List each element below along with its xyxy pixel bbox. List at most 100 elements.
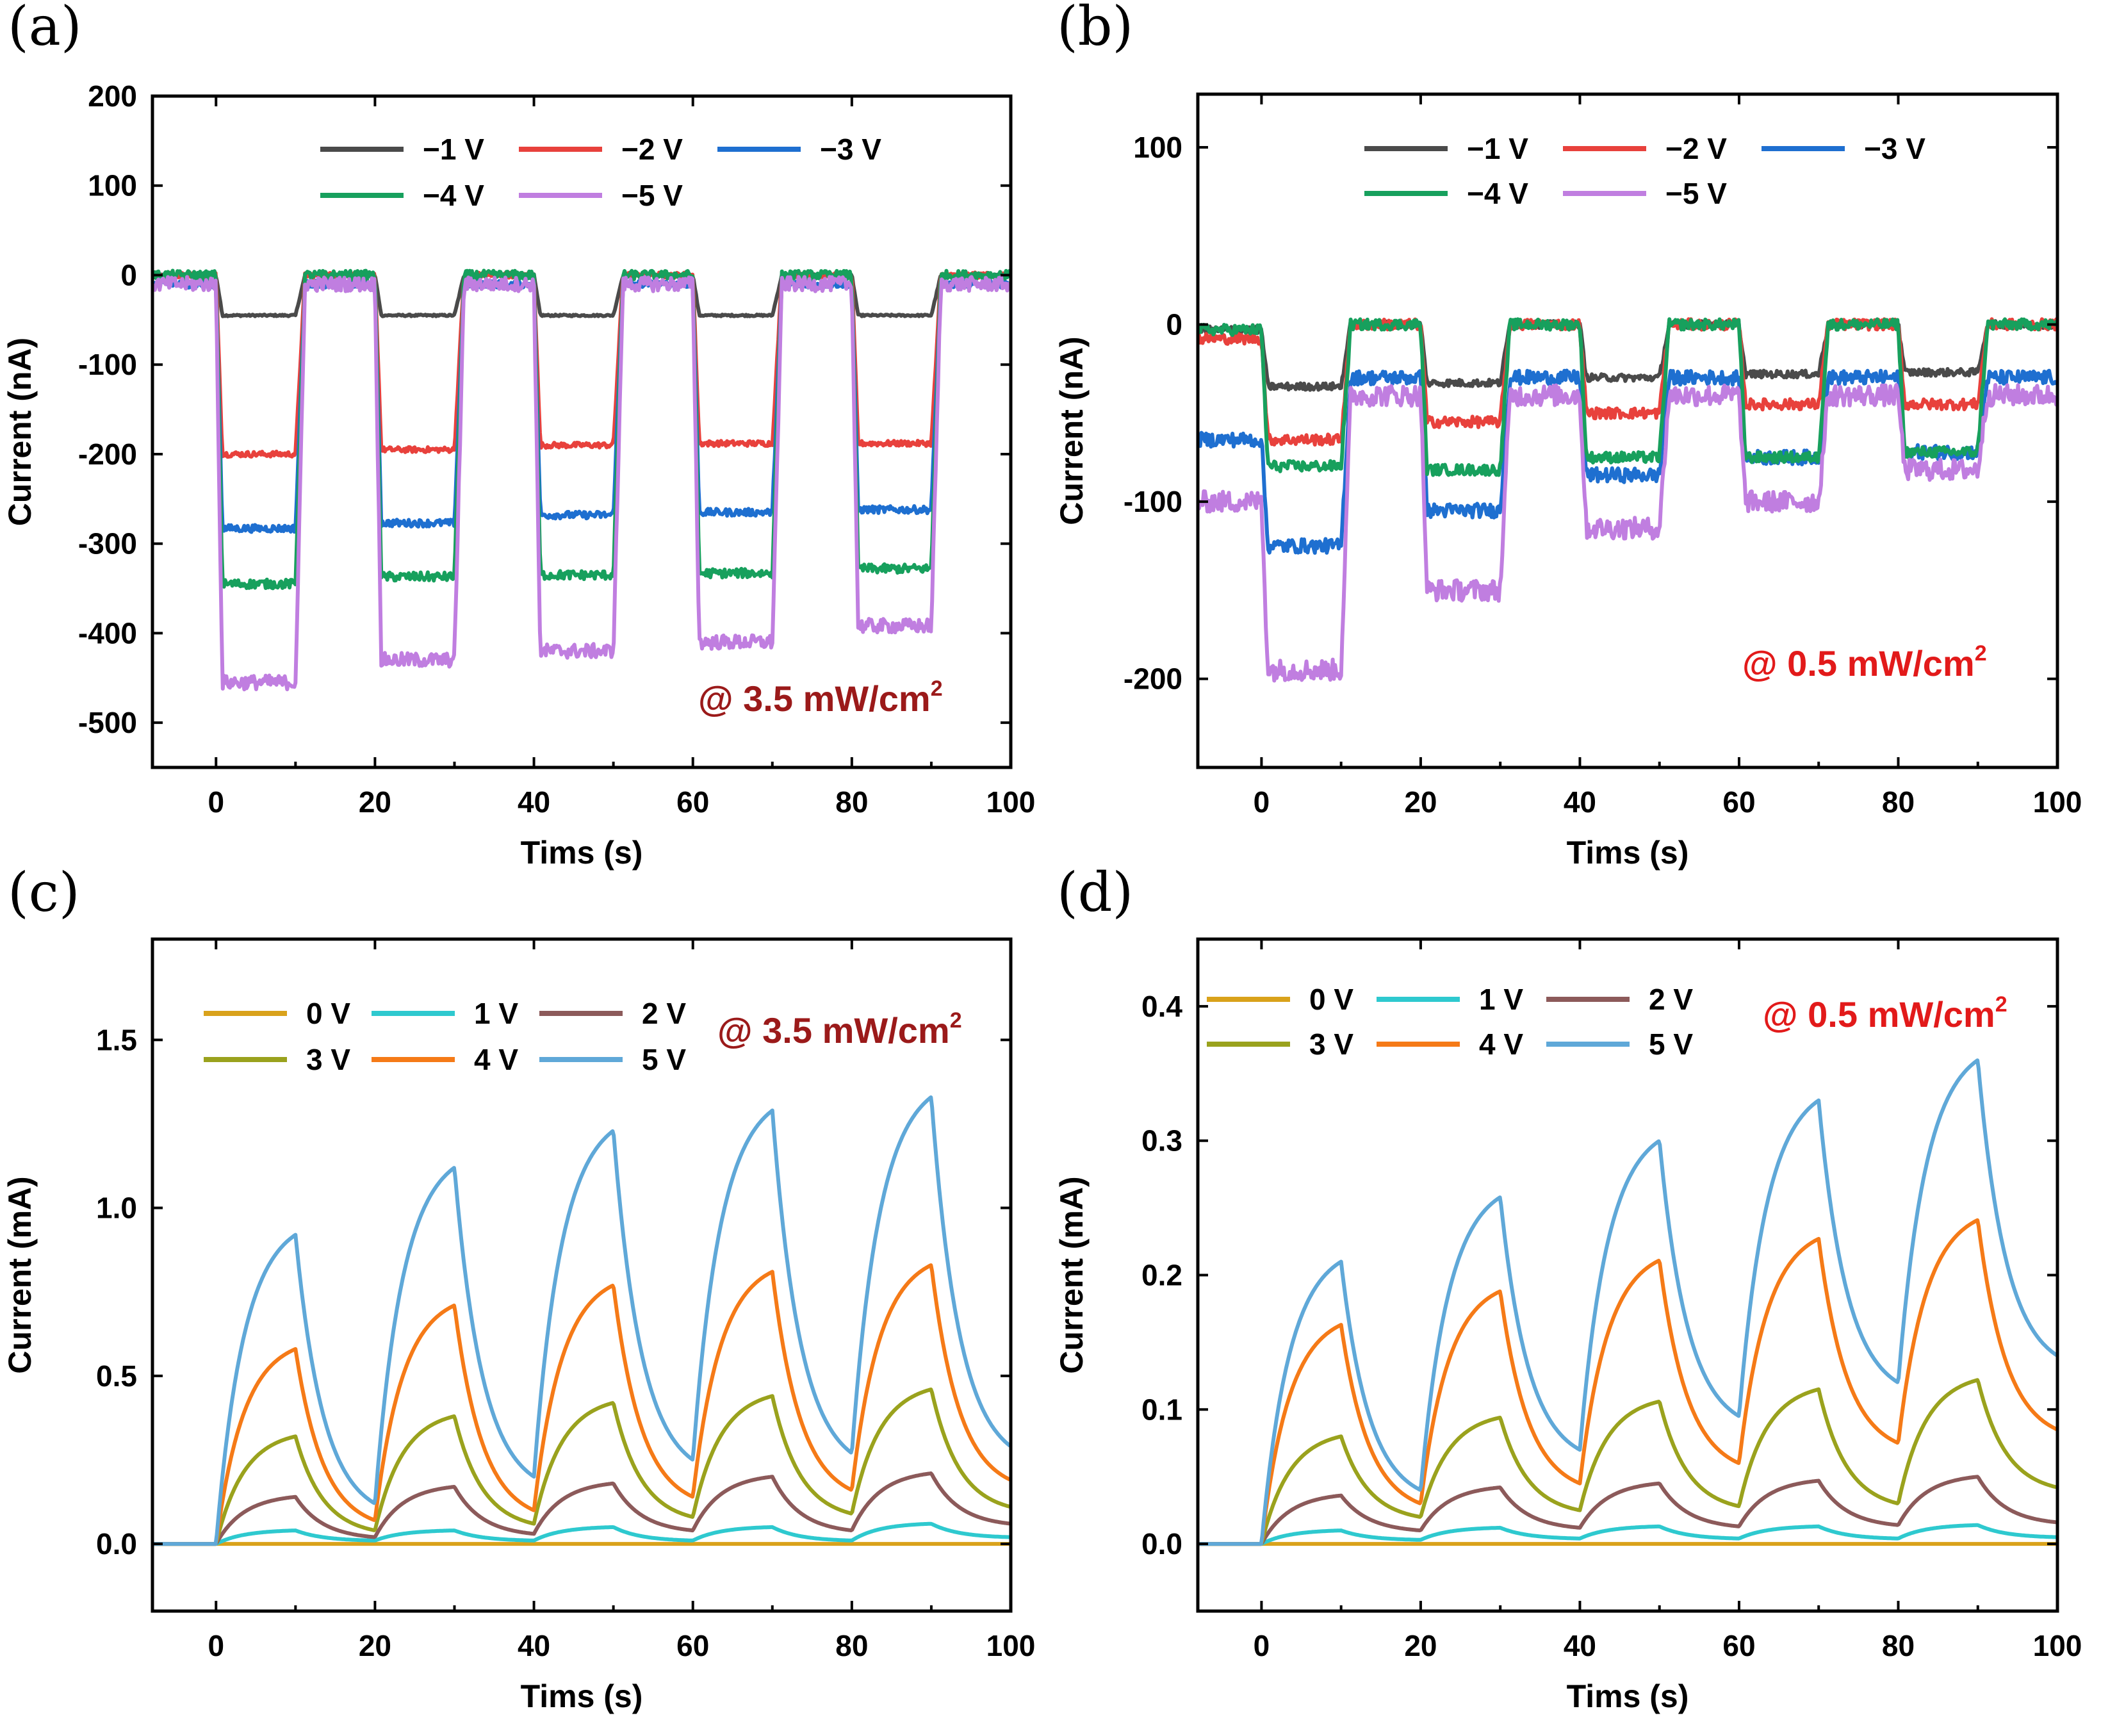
series-line-6 [1198, 1058, 2057, 1546]
y-axis-title: Current (nA) [1054, 336, 1090, 525]
y-tick-label: 0 [1166, 308, 1182, 341]
y-tick-label: 0.1 [1141, 1393, 1182, 1426]
x-tick-label: 20 [1404, 1629, 1437, 1662]
panel-label: (c) [8, 861, 80, 924]
x-tick-label: 80 [835, 1629, 868, 1662]
y-tick-label: 0.5 [96, 1359, 137, 1393]
x-axis-title: Tims (s) [1567, 835, 1689, 871]
legend-label: 2 V [1649, 983, 1693, 1016]
legend-label: 4 V [1479, 1028, 1523, 1061]
series-line-6 [152, 1095, 1011, 1546]
plot-frame [1196, 92, 2059, 769]
intensity-annotation: @ 0.5 mW/cm2 [1742, 641, 1987, 684]
legend-label: 3 V [1309, 1028, 1353, 1061]
x-tick-label: 100 [986, 1629, 1036, 1662]
x-tick-label: 80 [1882, 785, 1915, 819]
y-tick-label: -200 [78, 438, 137, 471]
x-tick-label: 60 [676, 1629, 709, 1662]
plot-frame [151, 94, 1013, 769]
legend-label: 3 V [306, 1043, 350, 1076]
legend: −1 V −2 V −3 V −4 V −5 V [320, 133, 881, 212]
series-line-5 [152, 1263, 1011, 1546]
y-tick-label: 100 [88, 169, 137, 202]
y-tick-label: 100 [1133, 131, 1182, 164]
legend-label: −4 V [423, 179, 484, 212]
y-tick-label: -300 [78, 527, 137, 561]
legend-label: −5 V [621, 179, 683, 212]
legend-label: −1 V [1467, 132, 1528, 165]
legend-label: −1 V [423, 133, 484, 166]
intensity-annotation: @ 3.5 mW/cm2 [698, 676, 943, 719]
x-axis-title: Tims (s) [521, 835, 643, 871]
legend-label: −3 V [820, 133, 881, 166]
series-line-1 [152, 272, 1011, 318]
x-tick-label: 0 [1254, 1629, 1270, 1662]
x-tick-label: 0 [1254, 785, 1270, 819]
intensity-annotation: @ 0.5 mW/cm2 [1763, 992, 2007, 1035]
series-group [152, 1095, 1011, 1546]
legend-label: −5 V [1665, 177, 1727, 210]
series-line-4 [152, 268, 1011, 591]
x-tick-label: 40 [518, 785, 550, 819]
series-group [152, 268, 1011, 692]
x-tick-label: 100 [2033, 1629, 2082, 1662]
x-tick-label: 100 [2033, 785, 2082, 819]
y-tick-label: -100 [78, 348, 137, 381]
series-line-2 [1198, 1523, 2057, 1546]
y-tick-label: -100 [1124, 485, 1182, 518]
series-group [1198, 317, 2057, 683]
legend: 0 V 1 V 2 V 3 V 4 V 5 V [204, 997, 686, 1076]
panel-label: (d) [1057, 861, 1133, 924]
legend-label: 5 V [1649, 1028, 1693, 1061]
y-tick-label: -200 [1124, 662, 1182, 696]
x-tick-label: 80 [1882, 1629, 1915, 1662]
y-tick-label: 0.0 [96, 1527, 137, 1560]
legend-label: 4 V [474, 1043, 518, 1076]
legend-label: −3 V [1864, 132, 1925, 165]
series-line-3 [152, 1471, 1011, 1546]
x-tick-label: 40 [1564, 1629, 1596, 1662]
x-tick-label: 100 [986, 785, 1036, 819]
series-line-4 [1198, 317, 2057, 477]
legend-label: 1 V [474, 997, 518, 1030]
legend-label: −2 V [621, 133, 683, 166]
x-tick-label: 40 [518, 1629, 550, 1662]
x-tick-label: 20 [359, 785, 391, 819]
x-tick-label: 0 [208, 785, 224, 819]
y-tick-label: 0.0 [1141, 1527, 1182, 1560]
x-tick-label: 20 [359, 1629, 391, 1662]
panel-label: (a) [8, 0, 82, 58]
series-group [1198, 1058, 2057, 1546]
series-line-5 [152, 275, 1011, 692]
panel-d: (d) 0 20 40 60 80 100 0.4 0.3 0.2 0.1 0.0 Tims (s) Cu… [1054, 861, 2082, 1714]
x-tick-label: 60 [1722, 1629, 1755, 1662]
x-tick-label: 0 [208, 1629, 224, 1662]
y-tick-label: 200 [88, 79, 137, 113]
series-line-2 [152, 1521, 1011, 1546]
legend-label: −4 V [1467, 177, 1528, 210]
y-tick-label: 1.0 [96, 1191, 137, 1225]
legend: −1 V −2 V −3 V −4 V −5 V [1364, 132, 1925, 210]
y-tick-label: 0.4 [1141, 990, 1182, 1023]
y-tick-label: -500 [78, 706, 137, 739]
legend-label: −2 V [1665, 132, 1727, 165]
legend: 0 V 1 V 2 V 3 V 4 V 5 V [1207, 983, 1693, 1061]
plot-frame [151, 937, 1013, 1613]
series-line-3 [152, 278, 1011, 534]
legend-label: 2 V [642, 997, 686, 1030]
series-line-3 [1198, 1475, 2057, 1546]
panel-b: (b) 0 20 40 60 80 100 100 0 -100 -200 Tims (s) Curre… [1054, 0, 2082, 871]
panel-a: (a) 0 20 40 60 80 100 200 100 0 -100 -200 -300 -400 -5… [2, 0, 1035, 871]
y-axis-title: Current (nA) [2, 338, 38, 526]
series-line-1 [1198, 319, 2057, 392]
x-tick-label: 20 [1404, 785, 1437, 819]
x-tick-label: 60 [1722, 785, 1755, 819]
y-tick-label: 1.5 [96, 1023, 137, 1056]
series-line-5 [1198, 382, 2057, 683]
y-axis-title: Current (mA) [2, 1176, 38, 1373]
series-line-5 [1198, 1218, 2057, 1546]
panel-label: (b) [1057, 0, 1133, 58]
y-tick-label: 0.3 [1141, 1124, 1182, 1158]
legend-label: 1 V [1479, 983, 1523, 1016]
